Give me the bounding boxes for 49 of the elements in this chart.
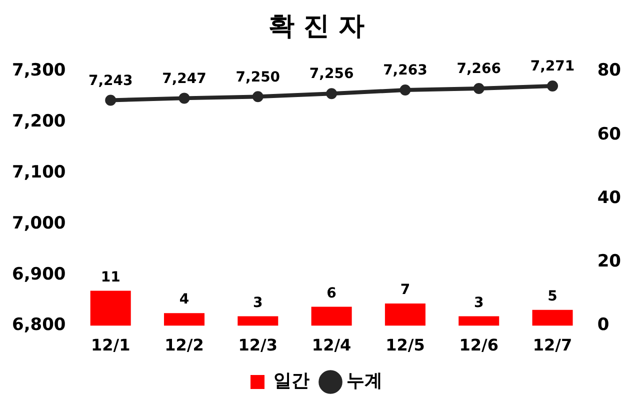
data-label: 7,247	[162, 70, 206, 87]
data-label: 5	[548, 288, 558, 305]
bar	[164, 313, 205, 326]
y2-tick-label: 20	[597, 252, 622, 272]
point	[400, 84, 411, 96]
data-label: 6	[326, 285, 336, 302]
y-tick-label: 7,200	[12, 112, 66, 132]
data-label: 7,266	[456, 61, 502, 78]
x-tick-label: 12/6	[459, 336, 498, 355]
data-label: 3	[474, 294, 484, 311]
point	[326, 88, 338, 100]
bar	[458, 316, 500, 326]
y2-tick-label: 0	[597, 315, 610, 336]
y-tick-label: 6,800	[12, 315, 66, 336]
bar	[532, 310, 573, 326]
y-tick-label: 7,000	[12, 213, 66, 234]
x-tick-label: 12/1	[90, 336, 130, 355]
point	[178, 92, 190, 104]
x-tick-label: 12/3	[238, 336, 278, 355]
y-tick-label: 6,900	[12, 264, 66, 284]
bar	[90, 290, 131, 326]
data-label: 7,243	[88, 72, 133, 89]
point	[252, 91, 264, 102]
x-tick-label: 12/5	[386, 336, 425, 355]
data-label: 4	[179, 292, 190, 308]
y2-tick-label: 60	[597, 124, 622, 144]
data-label: 7,250	[236, 69, 280, 86]
y-tick-label: 7,300	[12, 60, 66, 81]
legend-label: 일간	[274, 370, 310, 392]
bar	[311, 306, 352, 326]
y-tick-label: 7,100	[12, 162, 66, 182]
point	[547, 80, 558, 92]
x-tick-label: 12/4	[312, 336, 352, 355]
y2-tick-label: 80	[597, 60, 622, 81]
point	[473, 83, 484, 94]
data-label: 7,271	[530, 58, 575, 75]
data-label: 11	[100, 269, 120, 286]
point	[105, 94, 116, 106]
bar	[238, 316, 278, 326]
y2-tick-label: 40	[597, 188, 622, 208]
x-tick-label: 12/7	[532, 336, 572, 355]
data-label: 7,256	[309, 66, 354, 82]
chart-title: 확 진 자	[268, 11, 365, 42]
data-label: 7	[400, 282, 410, 298]
x-tick-label: 12/2	[164, 336, 204, 355]
data-label: 3	[253, 294, 263, 311]
data-label: 7,263	[383, 62, 428, 79]
bar	[384, 304, 426, 326]
legend-label: 누계	[346, 370, 382, 392]
